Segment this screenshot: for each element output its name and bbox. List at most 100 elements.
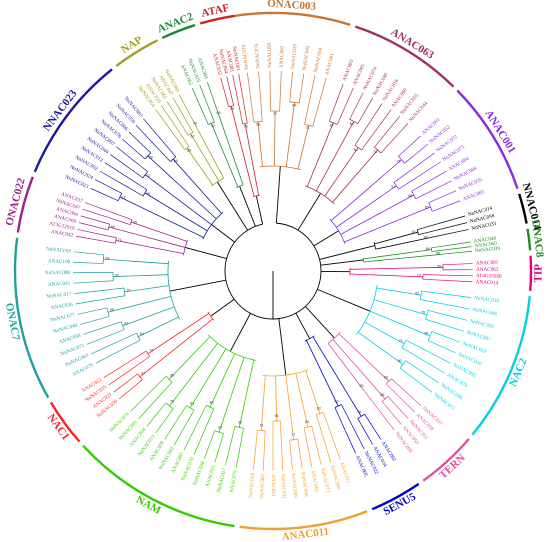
leaf-branch bbox=[178, 94, 194, 122]
bootstrap-value: 76 bbox=[244, 125, 248, 129]
clade-bracket bbox=[161, 23, 196, 40]
clade-bracket bbox=[471, 296, 531, 436]
leaf-branch bbox=[73, 251, 104, 256]
leaf-branch bbox=[442, 250, 473, 255]
clade-arc-inner bbox=[202, 212, 224, 240]
bootstrap-value: 77 bbox=[291, 433, 295, 437]
leaf-branch bbox=[207, 81, 218, 111]
leaf-branch bbox=[232, 75, 244, 125]
subclade-stem bbox=[169, 342, 218, 407]
bootstrap-value: 71 bbox=[118, 238, 122, 242]
subclade-arc bbox=[115, 237, 117, 244]
subclade-arc bbox=[136, 333, 141, 341]
subclade-stem bbox=[108, 226, 186, 248]
leaf-branch bbox=[399, 367, 433, 393]
subclade-arc bbox=[186, 405, 195, 411]
subclade-stem bbox=[374, 231, 418, 245]
clade-stem bbox=[320, 259, 364, 266]
subclade-stem bbox=[238, 359, 255, 428]
clade-stem bbox=[295, 312, 311, 339]
taxon-label: NnNAC066 bbox=[472, 307, 498, 318]
subclade-stem bbox=[138, 316, 179, 338]
clade-bracket bbox=[422, 438, 470, 482]
leaf-branch bbox=[336, 87, 354, 125]
bootstrap-value: 63 bbox=[359, 384, 363, 388]
leaf-branch bbox=[155, 408, 174, 434]
taxon-label: ANAC079 bbox=[229, 470, 239, 494]
taxon-label: NnNAC016 bbox=[474, 295, 500, 304]
leaf-branch bbox=[80, 316, 110, 325]
leaf-branch bbox=[405, 360, 439, 384]
leaf-branch bbox=[427, 310, 467, 321]
leaf-branch bbox=[364, 413, 382, 440]
clade-onac7: 648198759269ANAC076NnNAC063NnNAC071ANAC0… bbox=[3, 237, 226, 399]
clade-nap: 856279NnNAC054ANAC029NnNAC065ANAC047NnNA… bbox=[115, 34, 248, 231]
taxon-label: ANAC021 bbox=[205, 464, 217, 488]
subclade-stem bbox=[275, 375, 278, 421]
subclade-stem bbox=[338, 333, 390, 382]
taxon-label: ANAC081 bbox=[270, 474, 276, 497]
subclade-stem bbox=[369, 310, 431, 337]
subclade-stem bbox=[297, 125, 310, 170]
taxon-label: ANAC062 bbox=[476, 267, 499, 273]
leaf-branch bbox=[316, 414, 332, 463]
bootstrap-value: 95 bbox=[146, 192, 150, 196]
subclade-stem bbox=[244, 123, 260, 196]
leaf-branch bbox=[289, 71, 293, 102]
subclade-stem bbox=[218, 357, 245, 433]
subclade-stem bbox=[336, 185, 397, 228]
leaf-branch bbox=[146, 402, 167, 427]
bootstrap-value: 68 bbox=[408, 194, 412, 198]
leaf-branch bbox=[122, 138, 146, 160]
clade-arc-inner bbox=[304, 185, 335, 205]
leaf-branch bbox=[328, 83, 344, 122]
bootstrap-value: 88 bbox=[426, 247, 430, 251]
subclade-arc bbox=[357, 413, 365, 419]
taxon-label: NnNAC031 bbox=[280, 474, 287, 500]
clade-anac011: 8360779471ANAC011NnNAC086NnNAC073ANAC065… bbox=[239, 318, 368, 542]
leaf-branch bbox=[116, 146, 148, 172]
taxon-label: NnNAC007 bbox=[466, 330, 492, 343]
leaf-branch bbox=[203, 430, 215, 459]
bootstrap-value: 69 bbox=[384, 376, 388, 380]
bootstrap-value: 67 bbox=[218, 425, 222, 429]
leaf-branch bbox=[99, 170, 144, 197]
leaf-branch bbox=[374, 116, 400, 148]
bootstrap-value: 83 bbox=[317, 407, 321, 411]
bootstrap-value: 99 bbox=[230, 107, 234, 111]
subclade-stem bbox=[230, 106, 255, 197]
leaf-branch bbox=[393, 152, 435, 183]
bootstrap-value: 78 bbox=[170, 400, 174, 404]
bootstrap-value: 85 bbox=[187, 148, 191, 152]
leaf-branch bbox=[130, 376, 167, 412]
leaf-branch bbox=[422, 274, 473, 277]
subclade-stem bbox=[192, 120, 225, 179]
clade-stem bbox=[216, 181, 248, 231]
leaf-branch bbox=[404, 144, 428, 164]
subclade-stem bbox=[306, 340, 339, 407]
bootstrap-value: 92 bbox=[211, 124, 215, 128]
bootstrap-value: 81 bbox=[412, 230, 416, 234]
bootstrap-value: 71 bbox=[260, 424, 264, 428]
leaf-branch bbox=[75, 295, 126, 305]
leaf-branch bbox=[431, 241, 471, 249]
leaf-branch bbox=[428, 190, 457, 204]
subclade-arc bbox=[427, 331, 433, 341]
leaf-branch bbox=[138, 381, 173, 420]
clade-arc-inner bbox=[207, 311, 215, 321]
leaf-branch bbox=[164, 405, 187, 440]
leaf-branch bbox=[258, 71, 263, 122]
leaf-branch bbox=[425, 318, 464, 332]
subclade-stem bbox=[363, 249, 432, 260]
clade-stem bbox=[184, 247, 227, 260]
subclade-arc bbox=[393, 182, 400, 190]
leaf-branch bbox=[418, 222, 468, 236]
clade-arc-inner bbox=[211, 177, 224, 187]
bootstrap-value: 69 bbox=[216, 111, 220, 115]
bootstrap-value: 81 bbox=[124, 321, 128, 325]
clade-bracket bbox=[16, 176, 34, 233]
leaf-branch bbox=[349, 92, 364, 120]
leaf-branch bbox=[442, 263, 473, 266]
leaf-branch bbox=[304, 75, 316, 125]
